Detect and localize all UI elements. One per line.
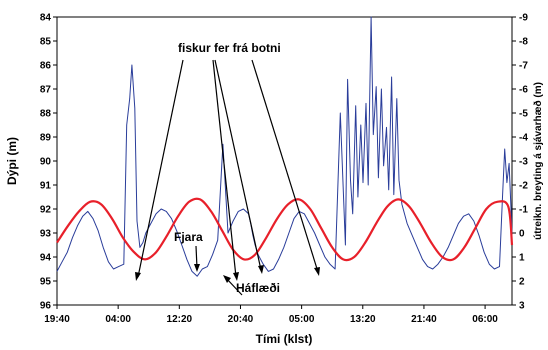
right-tick-label: -1 (519, 205, 528, 216)
x-axis-ticks: 19:40 04:00 12:20 20:40 05:00 13:20 21:40 06:00 (44, 305, 498, 325)
right-axis-ticks: -9 -8 -7 -6 -5 -4 -3 -2 -1 0 1 2 3 (512, 13, 528, 312)
left-tick-label: 87 (40, 85, 52, 96)
x-axis-label: Tími (klst) (256, 332, 313, 346)
series-line-tide (56, 197, 514, 262)
arrowhead-fjara (194, 264, 200, 272)
right-tick-label: -2 (519, 181, 528, 192)
annotation-fish: fiskur fer frá botni (178, 41, 281, 55)
left-tick-label: 93 (40, 229, 52, 240)
right-tick-label: -8 (519, 37, 528, 48)
x-tick-label: 04:00 (105, 314, 131, 325)
x-tick-label: 12:20 (167, 314, 193, 325)
right-tick-label: -9 (519, 13, 528, 24)
series-layer (56, 16, 514, 277)
left-tick-label: 94 (40, 253, 52, 264)
x-tick-label: 20:40 (228, 314, 254, 325)
right-tick-label: -5 (519, 109, 528, 120)
left-tick-label: 84 (40, 13, 52, 24)
left-axis-ticks: 84 85 86 87 88 89 90 91 92 93 94 95 96 (40, 13, 57, 312)
arrow-fish-1 (137, 59, 184, 278)
right-tick-label: -6 (519, 85, 528, 96)
left-axis-label: Dýpi (m) (5, 137, 19, 185)
right-tick-label: -4 (519, 133, 528, 144)
plot-area (56, 16, 513, 306)
left-tick-label: 92 (40, 205, 52, 216)
left-tick-label: 96 (40, 301, 52, 312)
left-tick-label: 95 (40, 277, 52, 288)
series-line-depth (56, 16, 513, 277)
left-tick-label: 91 (40, 181, 52, 192)
arrow-fish-3 (214, 59, 262, 271)
x-tick-label: 06:00 (472, 314, 498, 325)
right-axis-label: útreikn. breyting á sjávarhæð (m) (532, 82, 544, 240)
left-tick-label: 90 (40, 157, 52, 168)
arrow-fish-4 (251, 59, 319, 273)
right-tick-label: 2 (519, 277, 525, 288)
x-tick-label: 19:40 (44, 314, 70, 325)
annotation-haflaedi: Háflæði (236, 281, 280, 295)
annotation-arrows (135, 59, 320, 296)
arrowhead-fish-4 (314, 267, 320, 276)
arrowhead-fish-3 (258, 265, 264, 274)
right-tick-label: -7 (519, 61, 528, 72)
right-tick-label: 3 (519, 301, 525, 312)
left-tick-label: 89 (40, 133, 52, 144)
x-tick-label: 21:40 (411, 314, 437, 325)
annotation-fjara: Fjara (174, 230, 203, 244)
arrowhead-fish-2 (233, 272, 239, 281)
arrowhead-fish-1 (135, 272, 141, 281)
right-tick-label: 1 (519, 253, 525, 264)
right-tick-label: -3 (519, 157, 528, 168)
x-tick-label: 13:20 (350, 314, 376, 325)
left-tick-label: 88 (40, 109, 52, 120)
left-tick-label: 86 (40, 61, 52, 72)
left-tick-label: 85 (40, 37, 52, 48)
right-tick-label: 0 (519, 229, 525, 240)
arrowhead-haflaedi (223, 275, 231, 283)
arrow-fish-2 (212, 59, 237, 278)
x-tick-label: 05:00 (289, 314, 315, 325)
